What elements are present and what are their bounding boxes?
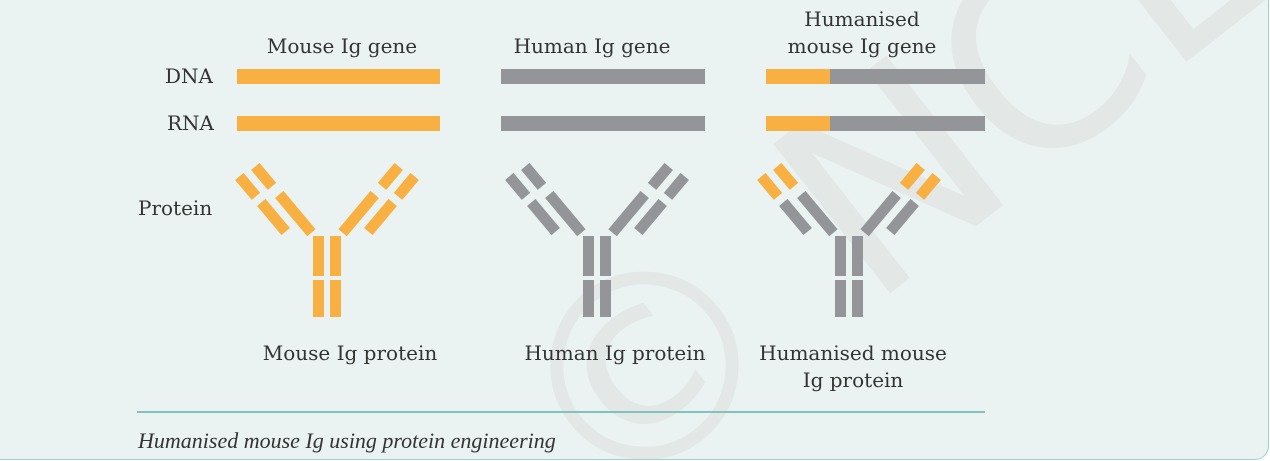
humanised-protein-label-line2: Ig protein: [802, 368, 904, 392]
mouse-protein-label: Mouse Ig protein: [262, 341, 438, 365]
humanised-dna-human-segment: [830, 69, 985, 84]
humanised-protein-label-line1: Humanised mouse: [759, 341, 947, 365]
rna-row-label: RNA: [167, 111, 215, 135]
mouse-gene-label: Mouse Ig gene: [266, 34, 418, 58]
caption-divider: [137, 411, 985, 413]
mouse-dna-bar: [237, 69, 440, 84]
protein-row-label: Protein: [138, 196, 213, 220]
human-rna-bar: [501, 116, 705, 131]
humanised-dna-mouse-segment: [766, 69, 830, 84]
humanised-gene-label-line1: Humanised: [804, 7, 920, 31]
figure-caption: Humanised mouse Ig using protein enginee…: [138, 428, 556, 453]
human-protein-label: Human Ig protein: [524, 341, 706, 365]
humanised-gene-label-line2: mouse Ig gene: [787, 34, 937, 58]
mouse-antibody: [235, 162, 419, 317]
human-dna-bar: [501, 69, 705, 84]
mouse-rna-bar: [237, 116, 440, 131]
humanised-rna-mouse-segment: [766, 116, 830, 131]
dna-row-label: DNA: [165, 64, 213, 88]
human-antibody: [505, 162, 689, 317]
humanised-rna-human-segment: [830, 116, 985, 131]
humanised-antibody: [757, 162, 941, 317]
human-gene-label: Human Ig gene: [513, 34, 671, 58]
